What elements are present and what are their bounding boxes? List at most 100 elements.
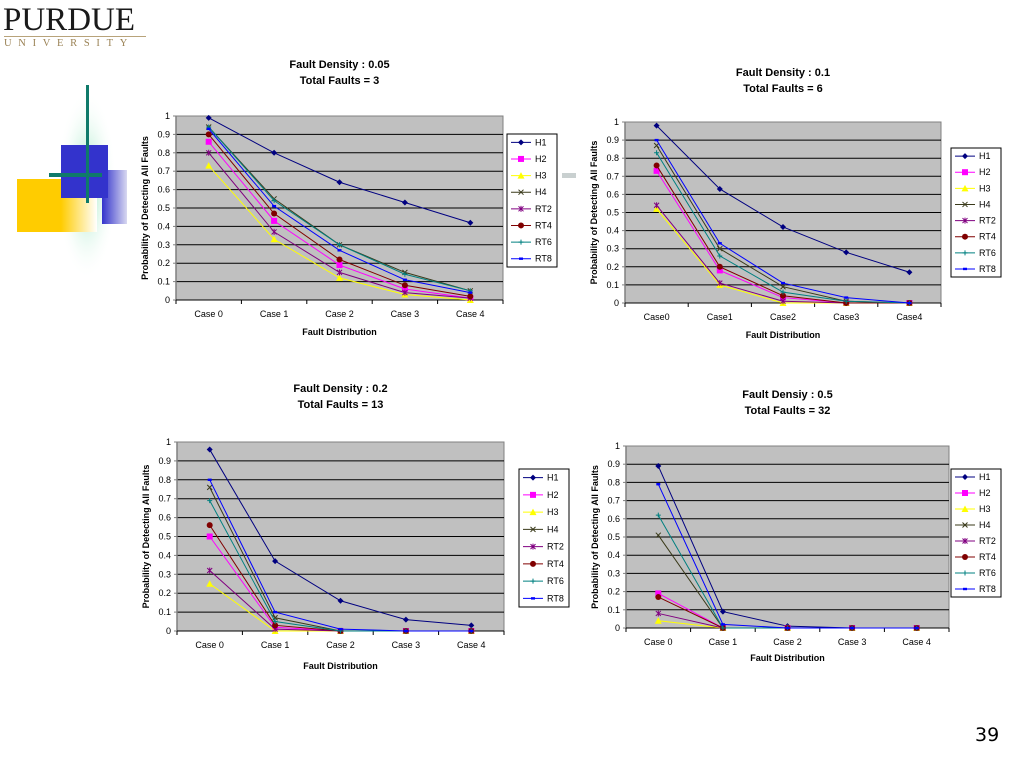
legend-label: RT8 <box>979 264 996 274</box>
data-point <box>716 185 723 192</box>
x-tick-label: Case 2 <box>326 640 355 650</box>
legend-marker <box>962 169 968 176</box>
x-tick-label: Case 0 <box>194 309 223 319</box>
data-point <box>207 498 213 504</box>
legend-box <box>518 468 570 608</box>
data-point <box>272 204 277 208</box>
y-tick-label: 0.8 <box>157 148 170 158</box>
data-point <box>273 610 278 614</box>
data-point <box>850 626 855 630</box>
y-tick-label: 0.9 <box>157 129 170 139</box>
data-point <box>843 298 849 304</box>
legend-item-rt6: RT6 <box>955 248 996 258</box>
legend-label: RT8 <box>535 254 552 264</box>
legend-marker <box>530 526 536 533</box>
data-point <box>336 274 343 281</box>
y-tick-label: 0.8 <box>158 475 171 485</box>
legend-item-rt6: RT6 <box>523 576 564 586</box>
data-point <box>843 249 850 256</box>
y-tick-label: 0.6 <box>157 185 170 195</box>
legend-item-h3: H3 <box>511 171 547 181</box>
y-tick-label: 0.4 <box>606 226 619 236</box>
data-point <box>337 249 342 252</box>
legend-marker <box>962 538 968 544</box>
data-point <box>785 626 790 630</box>
data-point <box>655 590 662 597</box>
data-point <box>337 242 342 248</box>
legend-label: RT6 <box>547 576 564 586</box>
data-point <box>716 245 723 252</box>
data-point <box>653 205 661 212</box>
series-rt8 <box>656 483 919 630</box>
legend-marker <box>531 597 535 600</box>
legend-marker <box>961 184 969 192</box>
series-rt8 <box>206 127 473 294</box>
legend-marker <box>962 153 968 160</box>
y-tick-label: 0 <box>165 295 170 305</box>
legend-label: RT2 <box>535 204 552 214</box>
legend-item-h4: H4 <box>511 187 547 197</box>
x-tick-label: Case 1 <box>261 640 290 650</box>
data-point <box>205 138 212 145</box>
x-tick-label: Case 2 <box>325 309 354 319</box>
legend-label: RT6 <box>979 248 996 258</box>
data-point <box>469 629 474 633</box>
y-axis-label: Probability of Detecting All Faults <box>141 465 151 609</box>
y-tick-label: 0.5 <box>158 532 171 542</box>
logo-subtitle: UNIVERSITY <box>4 38 134 49</box>
legend-marker <box>962 217 968 224</box>
data-point <box>717 253 723 259</box>
chart-svg: Fault Density : 0.1 Total Faults = 6 0 0.1 0… <box>589 67 1002 340</box>
data-point <box>655 463 662 470</box>
legend-item-h4: H4 <box>523 524 559 534</box>
legend-item-rt2: RT2 <box>523 542 564 552</box>
series-h1 <box>206 446 475 629</box>
legend-label: H2 <box>535 154 547 164</box>
legend-item-rt2: RT2 <box>511 204 552 214</box>
legend-item-rt8: RT8 <box>955 584 996 594</box>
legend-item-rt8: RT8 <box>511 254 552 264</box>
legend-marker <box>530 560 536 567</box>
y-tick-label: 0.3 <box>607 568 620 578</box>
legend-item-rt4: RT4 <box>955 232 996 242</box>
y-tick-label: 0.5 <box>607 532 620 542</box>
x-tick-label: Case 1 <box>709 637 738 647</box>
chart-title-line: Fault Density : 0.05 <box>289 59 389 71</box>
data-point <box>205 131 212 138</box>
legend-item-rt6: RT6 <box>511 237 552 247</box>
data-point <box>272 619 278 625</box>
data-point <box>270 235 278 243</box>
data-point <box>780 223 786 230</box>
chart-svg: Fault Density : 0.05 Total Faults = 3 0 0.1… <box>140 59 558 337</box>
data-point <box>717 242 722 245</box>
page-number: 39 <box>975 724 1000 746</box>
data-point <box>780 298 786 305</box>
data-point <box>914 626 919 630</box>
teal-horizontal-line <box>49 173 102 177</box>
legend-item-rt8: RT8 <box>523 593 564 603</box>
legend-label: RT6 <box>535 237 552 247</box>
legend-item-rt4: RT4 <box>523 559 564 569</box>
y-tick-label: 0.7 <box>158 494 171 504</box>
data-point <box>207 478 212 481</box>
legend-label: RT8 <box>547 593 564 603</box>
data-point <box>655 532 662 539</box>
legend-marker <box>963 267 967 271</box>
data-point <box>654 150 660 156</box>
y-tick-label: 0.3 <box>158 569 171 579</box>
y-tick-label: 0.9 <box>158 456 171 466</box>
legend-marker <box>963 587 967 591</box>
legend-label: H4 <box>979 520 991 530</box>
legend-marker <box>529 508 537 516</box>
blue-square <box>61 145 108 198</box>
data-point <box>271 210 278 217</box>
data-point <box>467 293 474 300</box>
x-tick-label: Case0 <box>644 312 670 322</box>
legend-marker <box>530 474 536 481</box>
data-point <box>402 271 408 277</box>
legend-marker <box>962 233 968 240</box>
x-tick-label: Case 4 <box>902 637 931 647</box>
data-point <box>336 269 343 276</box>
legend-label: H1 <box>547 473 559 483</box>
data-point <box>205 114 212 121</box>
